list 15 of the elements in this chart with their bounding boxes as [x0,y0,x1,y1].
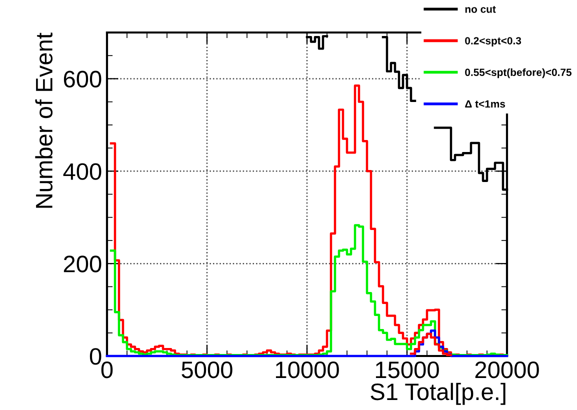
legend-label: no cut [465,6,496,13]
x-axis-title: S1 Total[p.e.] [370,382,506,405]
y-tick-label: 400 [63,163,102,180]
y-tick-label: 0 [90,348,102,365]
legend-label: 0.55<spt(before)<0.75 [465,68,572,78]
x-tick-label: 20000 [475,361,539,378]
x-tick-label: 5000 [182,361,232,378]
x-tick-label: 15000 [376,361,439,378]
legend-label: 0.2<spt<0.3 [465,37,522,47]
y-tick-label: 200 [64,256,102,272]
x-tick-label: 0 [101,361,113,378]
x-tick-label: 10000 [276,361,339,378]
legend-label: Δ t<1ms [465,100,506,108]
y-axis-title: Number of Event [35,32,53,208]
y-tick-label: 600 [64,70,102,88]
